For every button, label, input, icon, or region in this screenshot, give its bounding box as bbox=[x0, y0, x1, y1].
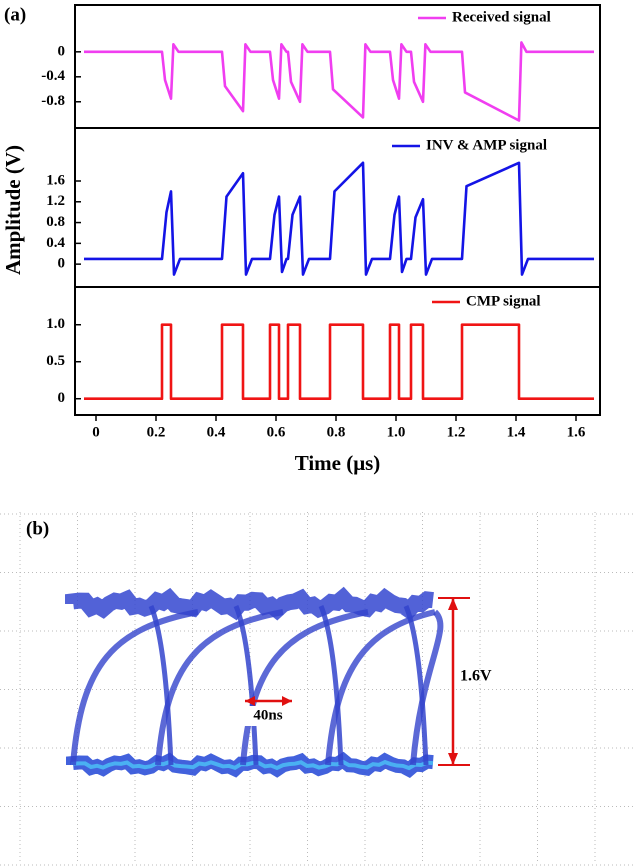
x-tick-label: 1.2 bbox=[447, 424, 466, 440]
x-tick-label: 1.6 bbox=[567, 424, 586, 440]
legend-label: Received signal bbox=[452, 9, 551, 25]
x-tick-label: 0.8 bbox=[327, 424, 346, 440]
y-axis-label: Amplitude (V) bbox=[1, 145, 25, 275]
eye-trace bbox=[148, 605, 174, 766]
x-tick-label: 0.6 bbox=[267, 424, 286, 440]
x-tick-label: 0.2 bbox=[147, 424, 166, 440]
arrow-head bbox=[245, 696, 292, 706]
plot-frame bbox=[74, 286, 601, 416]
label-bg bbox=[242, 706, 296, 726]
y-tick-label: 0.5 bbox=[46, 353, 65, 369]
eye-trace bbox=[65, 586, 434, 621]
eye-trace bbox=[233, 605, 259, 766]
y-tick-label: 0.4 bbox=[46, 235, 65, 251]
y-tick-label: -0.4 bbox=[41, 68, 65, 84]
panel-label: (a) bbox=[4, 4, 26, 25]
eye-trace bbox=[240, 609, 369, 766]
legend-label: CMP signal bbox=[466, 293, 541, 309]
y-tick-label: 0.8 bbox=[46, 214, 65, 230]
eye-trace bbox=[71, 759, 434, 771]
y-tick-label: 0 bbox=[58, 390, 66, 406]
eye-trace bbox=[155, 609, 284, 766]
x-axis-label: Time (μs) bbox=[295, 451, 381, 475]
y-tick-label: 1.2 bbox=[46, 193, 65, 209]
y-tick-label: -0.8 bbox=[41, 93, 65, 109]
signal-line bbox=[84, 41, 594, 122]
amplitude-label: 1.6V bbox=[460, 668, 492, 685]
y-tick-label: 1.0 bbox=[46, 316, 65, 332]
panel-label: (b) bbox=[26, 518, 49, 539]
eye-diagram: 1.6V 40ns bbox=[0, 512, 636, 866]
y-tick-label: 0 bbox=[58, 256, 66, 272]
signal-line bbox=[84, 161, 594, 276]
x-tick-label: 0 bbox=[92, 424, 100, 440]
y-tick-label: 1.6 bbox=[46, 172, 65, 188]
y-tick-label: 0 bbox=[58, 43, 66, 59]
eye-trace bbox=[318, 605, 344, 766]
eye-trace bbox=[410, 609, 444, 766]
eye-trace bbox=[403, 605, 429, 766]
eye-trace bbox=[70, 609, 199, 766]
signal-line bbox=[84, 323, 594, 401]
x-tick-label: 1.0 bbox=[387, 424, 406, 440]
period-label: 40ns bbox=[253, 707, 282, 723]
x-tick-label: 0.4 bbox=[207, 424, 226, 440]
x-tick-label: 1.4 bbox=[507, 424, 526, 440]
legend-label: INV & AMP signal bbox=[426, 137, 547, 153]
